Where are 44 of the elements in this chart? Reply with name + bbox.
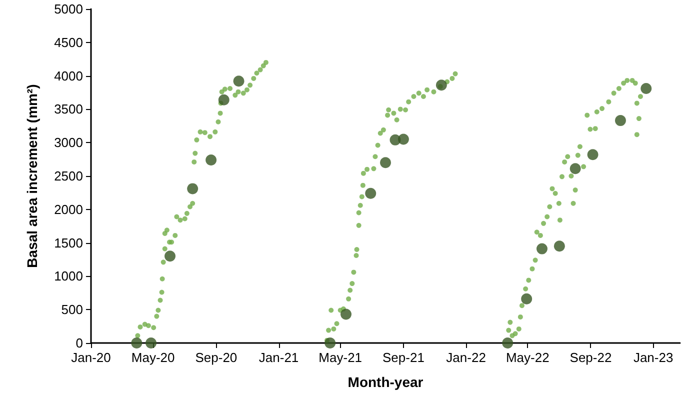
x-tick-label: Jan-20 — [71, 350, 111, 365]
y-tick-label: 3500 — [54, 102, 83, 117]
x-tick-label: Sep-20 — [195, 350, 238, 365]
point — [570, 163, 581, 174]
y-axis-title: Basal area increment (mm²) — [24, 84, 40, 268]
point — [365, 188, 376, 199]
y-tick-label: 2500 — [54, 168, 83, 184]
point — [233, 76, 244, 87]
x-tick-label: May-21 — [318, 350, 362, 365]
y-tick-label: 4500 — [54, 34, 83, 50]
y-tick-label: 3000 — [54, 135, 83, 150]
point — [587, 149, 598, 160]
y-tick-label: 2000 — [54, 202, 83, 217]
point — [340, 308, 352, 320]
point — [502, 338, 514, 348]
point — [206, 154, 217, 166]
point — [398, 134, 409, 145]
x-tick-label: Sep-22 — [570, 350, 612, 365]
x-axis-title: Month-year — [348, 374, 424, 390]
y-tick-label: 4000 — [54, 68, 83, 84]
y-tick-label: 1500 — [54, 235, 83, 250]
point — [436, 80, 447, 91]
point — [218, 94, 230, 106]
x-tick-label: Sep-21 — [382, 350, 424, 365]
y-tick-label: 5000 — [54, 2, 83, 16]
point — [187, 183, 198, 194]
point — [536, 243, 548, 254]
point — [554, 240, 565, 252]
x-tick-label: Jan-23 — [633, 350, 674, 365]
point — [146, 338, 157, 348]
x-tick-label: May-20 — [131, 350, 175, 365]
x-tick-label: Jan-21 — [258, 350, 299, 365]
point — [131, 338, 142, 348]
x-tick-label: Jan-22 — [446, 350, 486, 365]
y-tick-label: 500 — [61, 302, 83, 318]
point — [521, 293, 532, 304]
point — [380, 157, 391, 168]
point — [640, 82, 652, 94]
point — [324, 338, 336, 348]
y-tick-label: 0 — [76, 336, 83, 350]
x-tick-label: May-22 — [506, 350, 550, 365]
point — [164, 250, 176, 262]
point — [614, 115, 626, 126]
y-tick-label: 1000 — [54, 268, 83, 284]
